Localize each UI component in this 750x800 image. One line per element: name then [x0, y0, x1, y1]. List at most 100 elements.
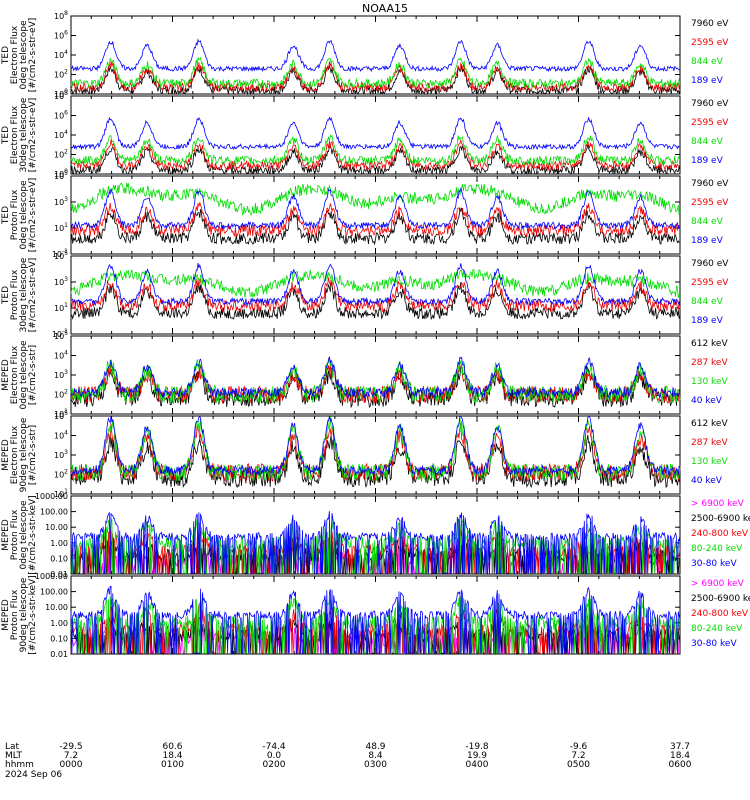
footer-value: 0100: [161, 760, 184, 770]
y-tick-label: 10-1: [52, 328, 68, 339]
panel-4: 10-1 101 103 105 TEDProton Flux30deg telesco…: [1, 250, 729, 339]
y-axis-label: TEDElectron Flux30deg telescope[#/cm2-s-…: [1, 97, 38, 172]
date-label: 2024 Sep 06: [5, 770, 62, 780]
legend-entry: 189 eV: [691, 76, 724, 86]
panel-7: 0.01 0.10 1.00 10.00 100.00 1000.00MEPEDProto…: [1, 492, 750, 579]
y-tick-label: 100: [54, 168, 68, 179]
y-tick-label: 0.01: [50, 570, 68, 579]
time-axis-footer: 2024 Sep 06 Lat -29.5 60.6 -74.4 48.9 -19.8 -9…: [5, 742, 692, 780]
y-tick-label: 101: [54, 488, 68, 499]
plot-frame: [70, 175, 681, 255]
legend-entry: 30-80 keV: [691, 559, 737, 569]
series-line-3: [70, 416, 681, 483]
legend-entry: 7960 eV: [691, 19, 729, 29]
series-line-3: [70, 56, 681, 89]
footer-value: 0000: [60, 760, 83, 770]
legend-entry: 2595 eV: [691, 38, 729, 48]
legend-entry: 844 eV: [691, 137, 724, 147]
y-tick-label: 108: [54, 10, 68, 21]
plot-frame: [70, 255, 681, 335]
y-tick-label: 10.00: [45, 523, 68, 532]
series-line-2: [70, 277, 681, 313]
footer-value: 0.0: [267, 751, 282, 761]
plot-frame: [70, 15, 681, 95]
y-tick-label: 1000.00: [35, 492, 68, 501]
legend-entry: 844 eV: [691, 297, 724, 307]
footer-value: 19.9: [467, 751, 487, 761]
series-line-4: [70, 187, 681, 231]
y-tick-label: 102: [54, 69, 68, 80]
legend-entry: 240-800 keV: [691, 609, 749, 619]
panel-1: 100 102 104 106 108 TEDElectron Flux0deg tele…: [1, 10, 729, 99]
y-axis-label: MEPEDProton Flux90deg telescope[#/cm2-s-…: [1, 575, 38, 654]
y-tick-label: 1.00: [50, 539, 68, 548]
series-line-1: [70, 207, 681, 246]
footer-value: 18.4: [670, 751, 690, 761]
panel-5: 101 102 103 104 105 MEPEDElectron Flux0deg te…: [1, 330, 728, 419]
series-line-4: [70, 415, 681, 477]
footer-value: 7.2: [571, 751, 585, 761]
y-tick-label: 1000.00: [35, 572, 68, 581]
y-tick-label: 106: [54, 110, 68, 121]
panels: 100 102 104 106 108 TEDElectron Flux0deg tele…: [1, 10, 750, 659]
legend-entry: 612 keV: [691, 339, 728, 349]
legend-entry: 40 keV: [691, 476, 723, 486]
legend-entry: 189 eV: [691, 156, 724, 166]
legend-entry: 287 keV: [691, 438, 728, 448]
y-tick-label: 104: [54, 350, 68, 361]
legend-entry: 240-800 keV: [691, 529, 749, 539]
y-tick-label: 0.10: [50, 554, 68, 563]
legend-entry: 7960 eV: [691, 259, 729, 269]
footer-value: 18.4: [162, 751, 182, 761]
footer-value: 37.7: [670, 742, 690, 752]
y-axis-label: MEPEDElectron Flux90deg telescope[#/cm2-…: [1, 417, 38, 492]
footer-row-label: hhmm: [5, 760, 34, 770]
y-tick-label: 105: [54, 250, 68, 261]
series-line-2: [70, 139, 681, 172]
footer-value: 0500: [567, 760, 590, 770]
footer-value: 48.9: [365, 742, 385, 752]
series-line-4: [70, 116, 681, 151]
footer-value: 8.4: [368, 751, 383, 761]
legend-entry: 844 eV: [691, 57, 724, 67]
legend-entry: 130 keV: [691, 377, 728, 387]
legend-entry: 2595 eV: [691, 198, 729, 208]
y-tick-label: 10-1: [52, 248, 68, 259]
y-tick-label: 105: [54, 170, 68, 181]
legend-entry: 2500-6900 keV: [691, 514, 750, 524]
panel-8: 0.01 0.10 1.00 10.00 100.00 1000.00MEPEDProto…: [1, 572, 750, 659]
y-tick-label: 103: [54, 449, 68, 460]
series-line-4: [70, 356, 681, 399]
y-axis-label: TEDProton Flux0deg telescope[#/cm2-s-str…: [1, 178, 38, 253]
series-line-5: [70, 585, 681, 654]
y-tick-label: 101: [54, 302, 68, 313]
footer-row-label: MLT: [5, 751, 23, 761]
y-tick-label: 103: [54, 276, 68, 287]
legend-entry: 189 eV: [691, 316, 724, 326]
y-tick-label: 104: [54, 49, 68, 60]
y-tick-label: 105: [54, 330, 68, 341]
footer-value: -9.6: [570, 742, 588, 752]
legend-entry: 80-240 keV: [691, 544, 743, 554]
series-line-3: [70, 269, 681, 298]
series-line-3: [70, 182, 681, 216]
legend-entry: 30-80 keV: [691, 639, 737, 649]
legend-entry: > 6900 keV: [691, 579, 745, 589]
footer-value: -29.5: [59, 742, 82, 752]
y-tick-label: 103: [54, 369, 68, 380]
footer-row-label: Lat: [5, 742, 20, 752]
panel-2: 100 102 104 106 108 TEDElectron Flux30deg tel…: [1, 90, 729, 179]
y-tick-label: 101: [54, 222, 68, 233]
series-line-3: [70, 134, 681, 166]
y-tick-label: 1.00: [50, 619, 68, 628]
y-tick-label: 102: [54, 469, 68, 480]
legend-entry: 2500-6900 keV: [691, 594, 750, 604]
y-tick-label: 105: [54, 410, 68, 421]
legend-entry: 7960 eV: [691, 179, 729, 189]
panel-3: 10-1 101 103 105 TEDProton Flux0deg telescop…: [1, 170, 729, 259]
series-line-4: [70, 262, 681, 307]
y-tick-label: 104: [54, 129, 68, 140]
y-axis-label: MEPEDElectron Flux0deg telescope[#/cm2-s…: [1, 340, 38, 410]
legend-entry: 189 eV: [691, 236, 724, 246]
